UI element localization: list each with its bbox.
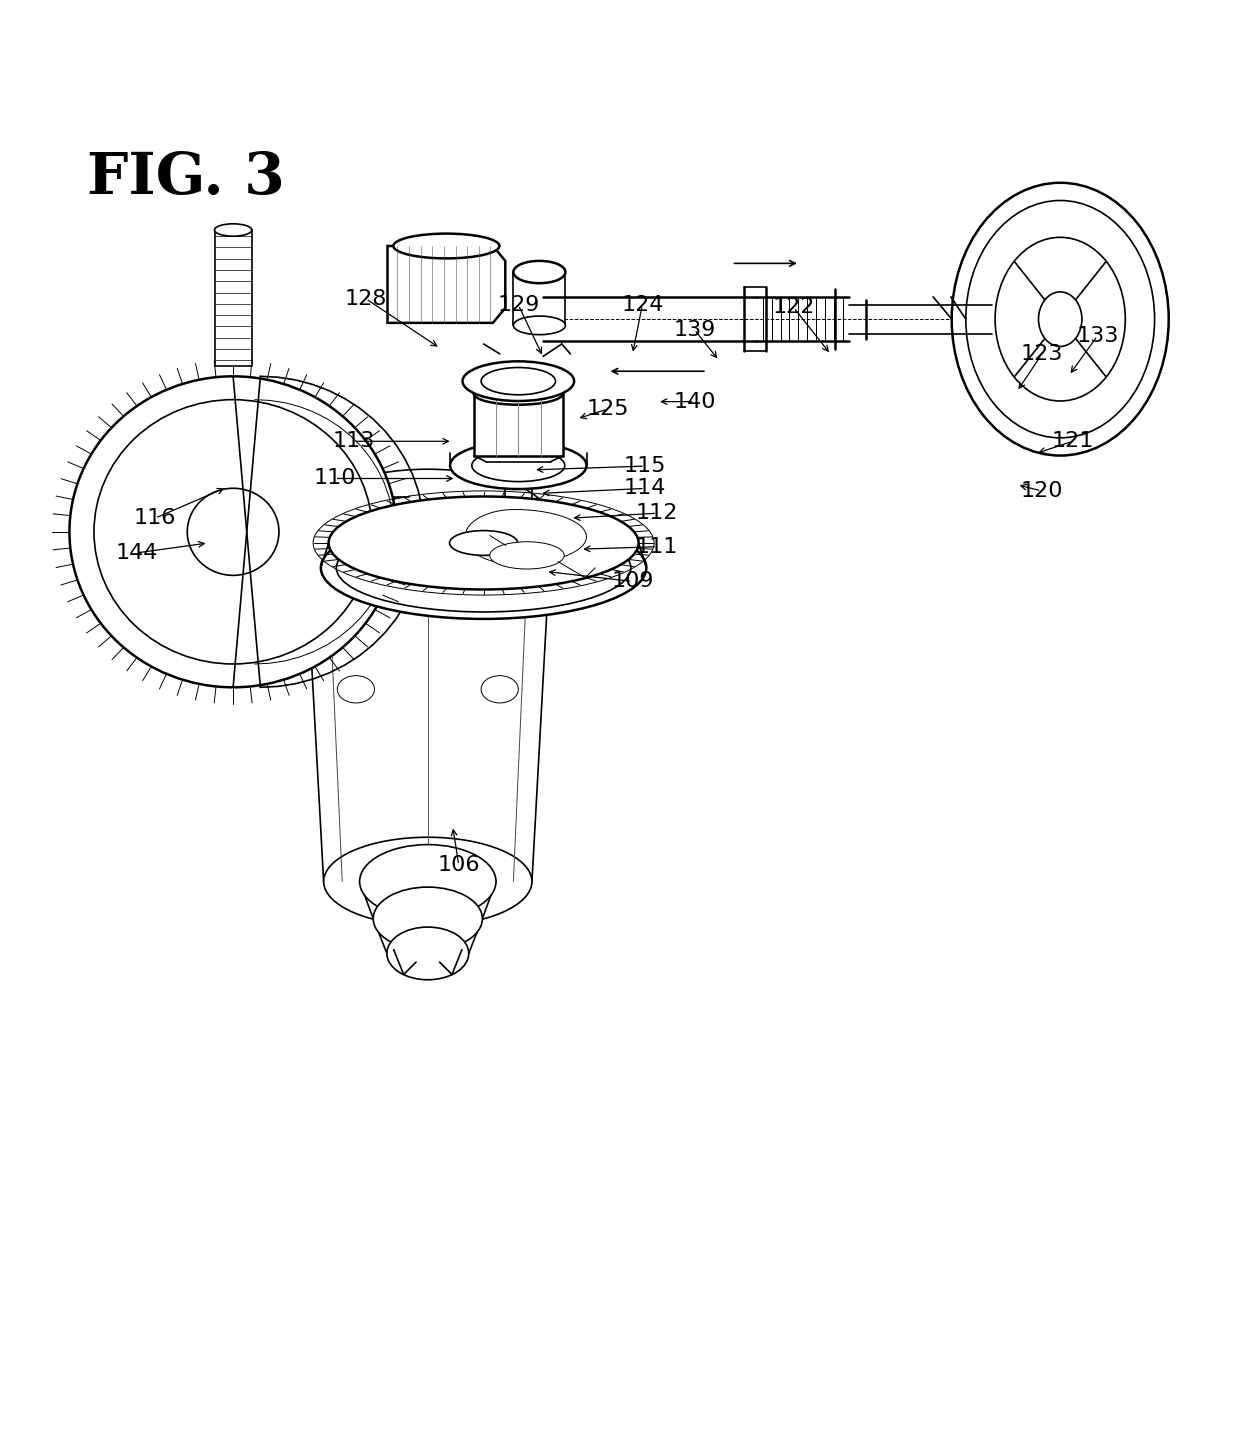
Text: 124: 124 (621, 295, 663, 315)
Ellipse shape (490, 542, 564, 570)
Text: FIG. 3: FIG. 3 (87, 150, 285, 206)
Ellipse shape (215, 224, 252, 237)
Ellipse shape (373, 888, 482, 950)
Ellipse shape (481, 368, 556, 395)
Ellipse shape (304, 469, 552, 574)
Ellipse shape (1039, 292, 1081, 346)
Ellipse shape (471, 449, 564, 481)
Text: 109: 109 (611, 571, 653, 591)
Text: 116: 116 (134, 509, 176, 529)
Ellipse shape (329, 497, 639, 590)
Text: 112: 112 (636, 503, 678, 523)
Text: 144: 144 (115, 543, 157, 562)
Text: 123: 123 (1021, 344, 1063, 365)
Ellipse shape (360, 844, 496, 918)
Polygon shape (474, 394, 563, 456)
Polygon shape (387, 246, 506, 323)
Ellipse shape (994, 237, 1126, 401)
Ellipse shape (321, 517, 646, 619)
Text: 140: 140 (673, 392, 715, 411)
Text: 128: 128 (345, 289, 387, 308)
Bar (492, 525, 539, 552)
Text: 114: 114 (624, 478, 666, 498)
Text: 125: 125 (587, 400, 629, 418)
Bar (433, 525, 480, 552)
Ellipse shape (187, 488, 279, 575)
Ellipse shape (336, 523, 631, 612)
Ellipse shape (449, 530, 518, 555)
Text: 110: 110 (314, 468, 356, 488)
Text: 111: 111 (636, 536, 678, 556)
Bar (314, 525, 361, 552)
Ellipse shape (324, 837, 532, 926)
Ellipse shape (481, 676, 518, 703)
Ellipse shape (387, 927, 469, 979)
Text: 121: 121 (1052, 432, 1094, 452)
Text: 106: 106 (438, 856, 480, 875)
Ellipse shape (463, 362, 574, 401)
Text: 122: 122 (773, 298, 815, 317)
Bar (215, 230, 252, 366)
Ellipse shape (966, 201, 1154, 437)
Ellipse shape (393, 234, 500, 259)
Ellipse shape (513, 262, 565, 283)
Ellipse shape (450, 442, 587, 490)
Ellipse shape (513, 317, 565, 334)
Text: 113: 113 (332, 432, 374, 452)
Text: 133: 133 (1076, 325, 1118, 346)
Polygon shape (304, 522, 552, 882)
Ellipse shape (337, 676, 374, 703)
Text: 115: 115 (624, 456, 666, 477)
Text: 129: 129 (497, 295, 539, 315)
Ellipse shape (474, 382, 563, 405)
Ellipse shape (94, 400, 372, 664)
Text: 139: 139 (673, 320, 715, 340)
Text: 120: 120 (1021, 481, 1063, 501)
Ellipse shape (952, 183, 1168, 456)
Bar (373, 525, 420, 552)
Ellipse shape (69, 376, 397, 687)
